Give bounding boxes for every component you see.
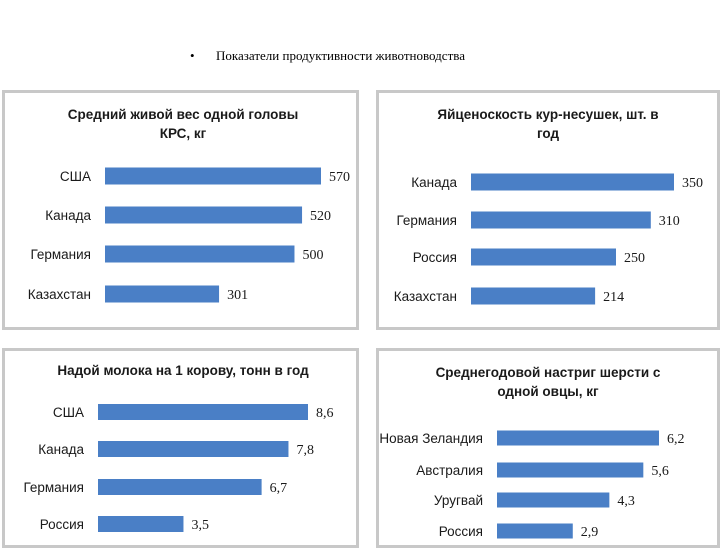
chart-title-line: год [537,126,560,141]
bar-egg-production [471,173,674,191]
bar-egg-production [471,211,651,229]
bar-cattle-weight [105,285,220,303]
category-label: Канада [411,175,457,190]
bar-cattle-weight [105,206,303,224]
category-label: Канада [45,208,91,223]
value-label: 2,9 [581,525,599,540]
bar-milk-yield [98,404,308,420]
chart-title-line: Среднегодовой настриг шерсти с [436,365,661,380]
value-label: 6,2 [667,432,685,447]
bar-wool-shearing [497,462,644,478]
value-label: 214 [603,290,624,305]
category-label: Россия [413,250,457,265]
value-label: 350 [682,176,703,191]
chart-title-line: одной овцы, кг [497,384,599,399]
chart-panel-cattle-weight: Средний живой вес одной головы КРС, кг США… [2,90,359,330]
chart-svg: Средний живой вес одной головы КРС, кг США… [28,107,350,303]
bar-milk-yield [98,479,262,495]
bar-milk-yield [98,516,184,532]
value-label: 7,8 [296,443,314,458]
bar-cattle-weight [105,245,295,263]
chart-svg: Среднегодовой настриг шерсти с одной овцы… [379,365,685,540]
slide-title: • Показатели продуктивности животноводств… [190,48,465,64]
category-label: Германия [396,213,457,228]
category-label: Россия [40,517,84,532]
bullet: • [190,48,195,63]
chart-title-line: КРС, кг [160,126,207,141]
chart-title-line: Яйценоскость кур-несушек, шт. в [437,107,658,122]
value-label: 500 [302,248,323,263]
value-label: 5,6 [651,464,669,479]
value-label: 4,3 [617,494,635,509]
chart-panel-egg-production: Яйценоскость кур-несушек, шт. в год Канада… [376,90,720,330]
category-label: Германия [23,480,84,495]
category-label: США [60,169,91,184]
value-label: 520 [310,209,331,224]
bar-egg-production [471,287,596,305]
category-label: Канада [38,442,84,457]
category-label: Австралия [416,463,483,478]
category-label: Казахстан [28,287,91,302]
bar-egg-production [471,248,616,266]
chart-panel-wool-shearing: Среднегодовой настриг шерсти с одной овцы… [376,348,720,548]
chart-title-line: Средний живой вес одной головы [68,107,299,122]
chart-svg: Надой молока на 1 корову, тонн в год США 8… [23,363,334,533]
value-label: 6,7 [270,481,288,496]
chart-svg: Яйценоскость кур-несушек, шт. в год Канада… [394,107,703,305]
category-label: Россия [439,524,483,539]
chart-panel-milk-yield: Надой молока на 1 корову, тонн в год США 8… [2,348,359,548]
category-label: Казахстан [394,289,457,304]
category-label: Германия [30,247,91,262]
bar-cattle-weight [105,167,321,185]
value-label: 8,6 [316,406,334,421]
slide-title-text: Показатели продуктивности животноводства [216,48,465,63]
value-label: 570 [329,170,350,185]
category-label: Уругвай [434,493,483,508]
value-label: 310 [659,214,680,229]
value-label: 250 [624,251,645,266]
chart-title-line: Надой молока на 1 корову, тонн в год [57,363,309,378]
bar-wool-shearing [497,430,659,446]
bar-wool-shearing [497,523,573,539]
bar-wool-shearing [497,492,610,508]
category-label: Новая Зеландия [379,431,483,446]
category-label: США [53,405,84,420]
value-label: 301 [227,288,248,303]
bar-milk-yield [98,441,289,457]
value-label: 3,5 [191,518,209,533]
